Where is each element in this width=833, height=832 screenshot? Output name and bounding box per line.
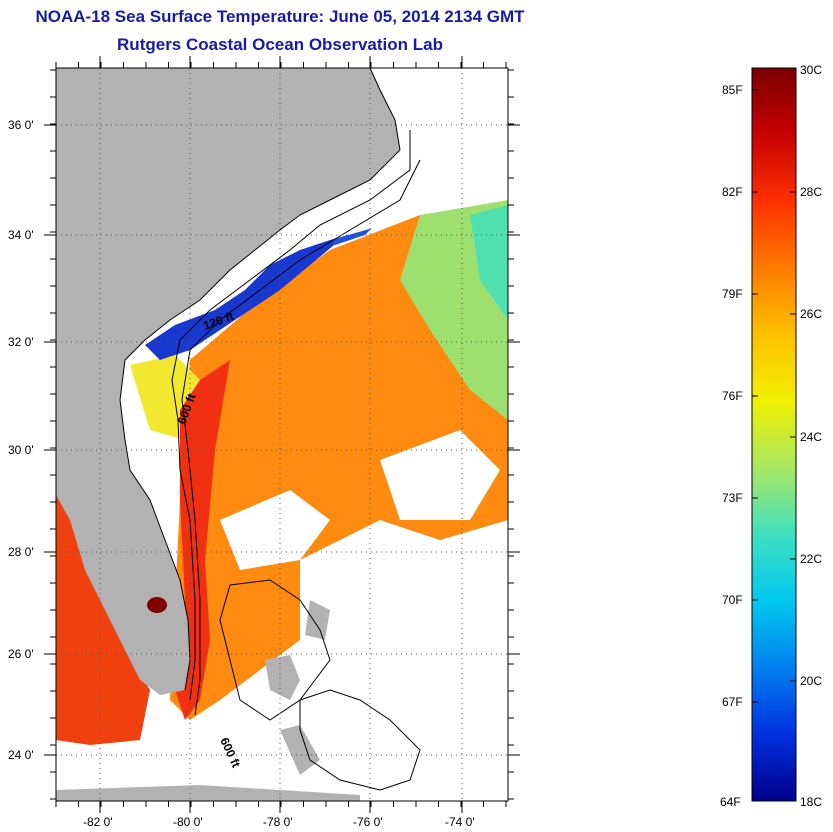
colorbar-f-label: 70F xyxy=(722,593,743,607)
isobath-120ft xyxy=(171,130,411,701)
coastline-contour xyxy=(119,68,401,691)
grid xyxy=(56,68,508,801)
map-title: NOAA-18 Sea Surface Temperature: June 05… xyxy=(35,7,525,26)
land-bahamas xyxy=(305,600,330,640)
sst-field-orange xyxy=(170,200,508,720)
colorbar-c-label: 26C xyxy=(800,307,822,321)
map-subtitle: Rutgers Coastal Ocean Observation Lab xyxy=(117,35,443,54)
lat-label: 26 0' xyxy=(8,647,34,661)
colorbar-f-label: 85F xyxy=(722,83,743,97)
colorbar-c-label: 22C xyxy=(800,552,822,566)
lat-label: 30 0' xyxy=(8,443,34,457)
colorbar-f-label: 76F xyxy=(722,389,743,403)
lon-label: -74 0' xyxy=(445,815,475,829)
lat-label: 24 0' xyxy=(8,748,34,762)
colorbar-f-label: 79F xyxy=(722,287,743,301)
colorbar-c-label: 24C xyxy=(800,430,822,444)
sst-gulf-of-mexico xyxy=(56,490,150,745)
colorbar-c-label: 28C xyxy=(800,185,822,199)
colorbar-c-label: 18C xyxy=(800,795,822,809)
lat-label: 36 0' xyxy=(8,118,34,132)
isobath-600ft xyxy=(181,159,421,716)
sst-field-cyan xyxy=(470,205,508,320)
colorbar-f-label: 67F xyxy=(722,695,743,709)
colorbar-c-label: 30C xyxy=(800,63,822,77)
lon-label: -80 0' xyxy=(173,815,203,829)
colorbar-ticks xyxy=(752,67,796,802)
lon-label: -76 0' xyxy=(353,815,383,829)
cloud-patch xyxy=(300,520,508,660)
cloud-patch xyxy=(220,490,330,570)
land-mainland xyxy=(56,68,400,695)
colorbar-c-label: 20C xyxy=(800,674,822,688)
bahamas-bank-contour xyxy=(299,689,421,791)
land-bahamas xyxy=(280,725,320,775)
lon-label: -82 0' xyxy=(83,815,113,829)
lon-label: -78 0' xyxy=(263,815,293,829)
cloud-patch xyxy=(56,740,508,801)
cloud-patch xyxy=(380,430,500,520)
colorbar xyxy=(751,67,797,802)
colorbar-f-label: 82F xyxy=(722,185,743,199)
tick-marks xyxy=(44,56,520,813)
colorbar-f-label: 64F xyxy=(720,795,741,809)
cloud-patch xyxy=(230,150,508,255)
sst-shelf-blue xyxy=(145,215,360,360)
lat-label: 34 0' xyxy=(8,228,34,242)
lake-okeechobee xyxy=(147,597,167,613)
land-bahamas xyxy=(265,655,300,700)
map-frame xyxy=(55,67,509,802)
colorbar-f-label: 73F xyxy=(722,491,743,505)
land-cuba xyxy=(56,785,360,801)
lat-label: 28 0' xyxy=(8,545,34,559)
lat-label: 32 0' xyxy=(8,335,34,349)
